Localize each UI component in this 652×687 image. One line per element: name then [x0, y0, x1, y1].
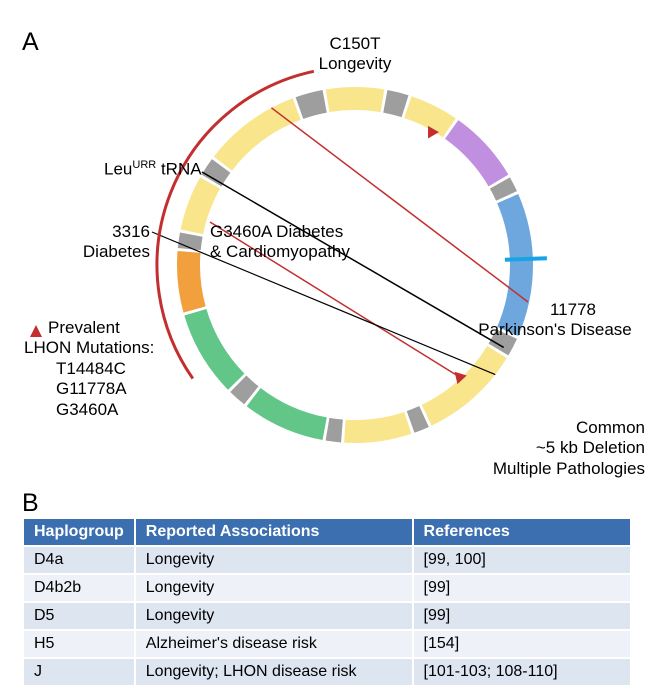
leader-11778 — [271, 108, 528, 302]
cell: Longevity — [135, 602, 413, 630]
label-11778: 11778 Parkinson's Disease — [498, 300, 648, 341]
text-leu-sup: URR — [132, 159, 156, 171]
segment-orange — [177, 251, 206, 313]
label-c150t: C150T Longevity — [300, 34, 410, 75]
text-leu-post: tRNA — [156, 160, 201, 179]
text-del-2: ~5 kb Deletion — [536, 438, 645, 457]
haplogroup-table: HaplogroupReported AssociationsReference… — [22, 517, 632, 687]
cell: D5 — [23, 602, 135, 630]
col-0: Haplogroup — [23, 518, 135, 546]
cell: Longevity — [135, 546, 413, 574]
text-del-1: Common — [576, 418, 645, 437]
legend-triangle-icon — [30, 325, 42, 337]
text-3316: 3316 — [112, 222, 150, 241]
text-diabetes: Diabetes — [83, 242, 150, 261]
blue-tick-c150t — [505, 258, 547, 259]
cell: Alzheimer's disease risk — [135, 630, 413, 658]
text-lhon-3: G11778A — [56, 379, 127, 398]
cell: Longevity — [135, 574, 413, 602]
cell: [99, 100] — [413, 546, 631, 574]
segment-trna8 — [383, 90, 408, 117]
text-c150t: C150T — [329, 34, 380, 53]
segment-trna7 — [296, 90, 327, 119]
cell: [154] — [413, 630, 631, 658]
segment-yellow1 — [422, 346, 507, 426]
label-g3460a: G3460A Diabetes & Cardiomyopathy — [210, 222, 350, 263]
cell: Longevity; LHON disease risk — [135, 658, 413, 686]
cell: D4a — [23, 546, 135, 574]
cell: D4b2b — [23, 574, 135, 602]
text-lhon-0: Prevalent — [48, 318, 120, 337]
label-deletion: Common ~5 kb Deletion Multiple Pathologi… — [480, 418, 645, 479]
cell: [99] — [413, 574, 631, 602]
table-row: D5Longevity[99] — [23, 602, 631, 630]
cell: [101-103; 108-110] — [413, 658, 631, 686]
text-g3460a-2: & Cardiomyopathy — [210, 242, 350, 261]
text-lhon-1: LHON Mutations: — [24, 338, 154, 357]
label-lhon-legend: Prevalent LHON Mutations: T14484C G11778… — [48, 318, 154, 420]
segment-green1 — [247, 388, 327, 440]
table-row: H5Alzheimer's disease risk[154] — [23, 630, 631, 658]
cell: [99] — [413, 602, 631, 630]
text-lhon-4: G3460A — [56, 400, 118, 419]
text-longevity: Longevity — [319, 54, 392, 73]
segment-yellow2 — [344, 412, 411, 443]
table-row: JLongevity; LHON disease risk[101-103; 1… — [23, 658, 631, 686]
col-2: References — [413, 518, 631, 546]
cell: H5 — [23, 630, 135, 658]
segment-yellow5 — [326, 87, 385, 112]
segment-trna3 — [326, 418, 343, 443]
text-parkinsons: Parkinson's Disease — [478, 320, 631, 339]
cell: J — [23, 658, 135, 686]
label-3316: 3316 Diabetes — [72, 222, 150, 263]
label-leu-trna: LeuURR tRNA — [104, 159, 202, 180]
text-lhon-2: T14484C — [56, 359, 126, 378]
text-del-3: Multiple Pathologies — [493, 459, 645, 478]
table-row: D4b2bLongevity[99] — [23, 574, 631, 602]
text-g3460a-1: G3460A Diabetes — [210, 222, 343, 241]
table-row: D4aLongevity[99, 100] — [23, 546, 631, 574]
col-1: Reported Associations — [135, 518, 413, 546]
segment-yellow4 — [214, 98, 301, 170]
segment-purple — [445, 120, 508, 186]
text-leu-pre: Leu — [104, 160, 132, 179]
text-11778: 11778 — [550, 300, 596, 319]
